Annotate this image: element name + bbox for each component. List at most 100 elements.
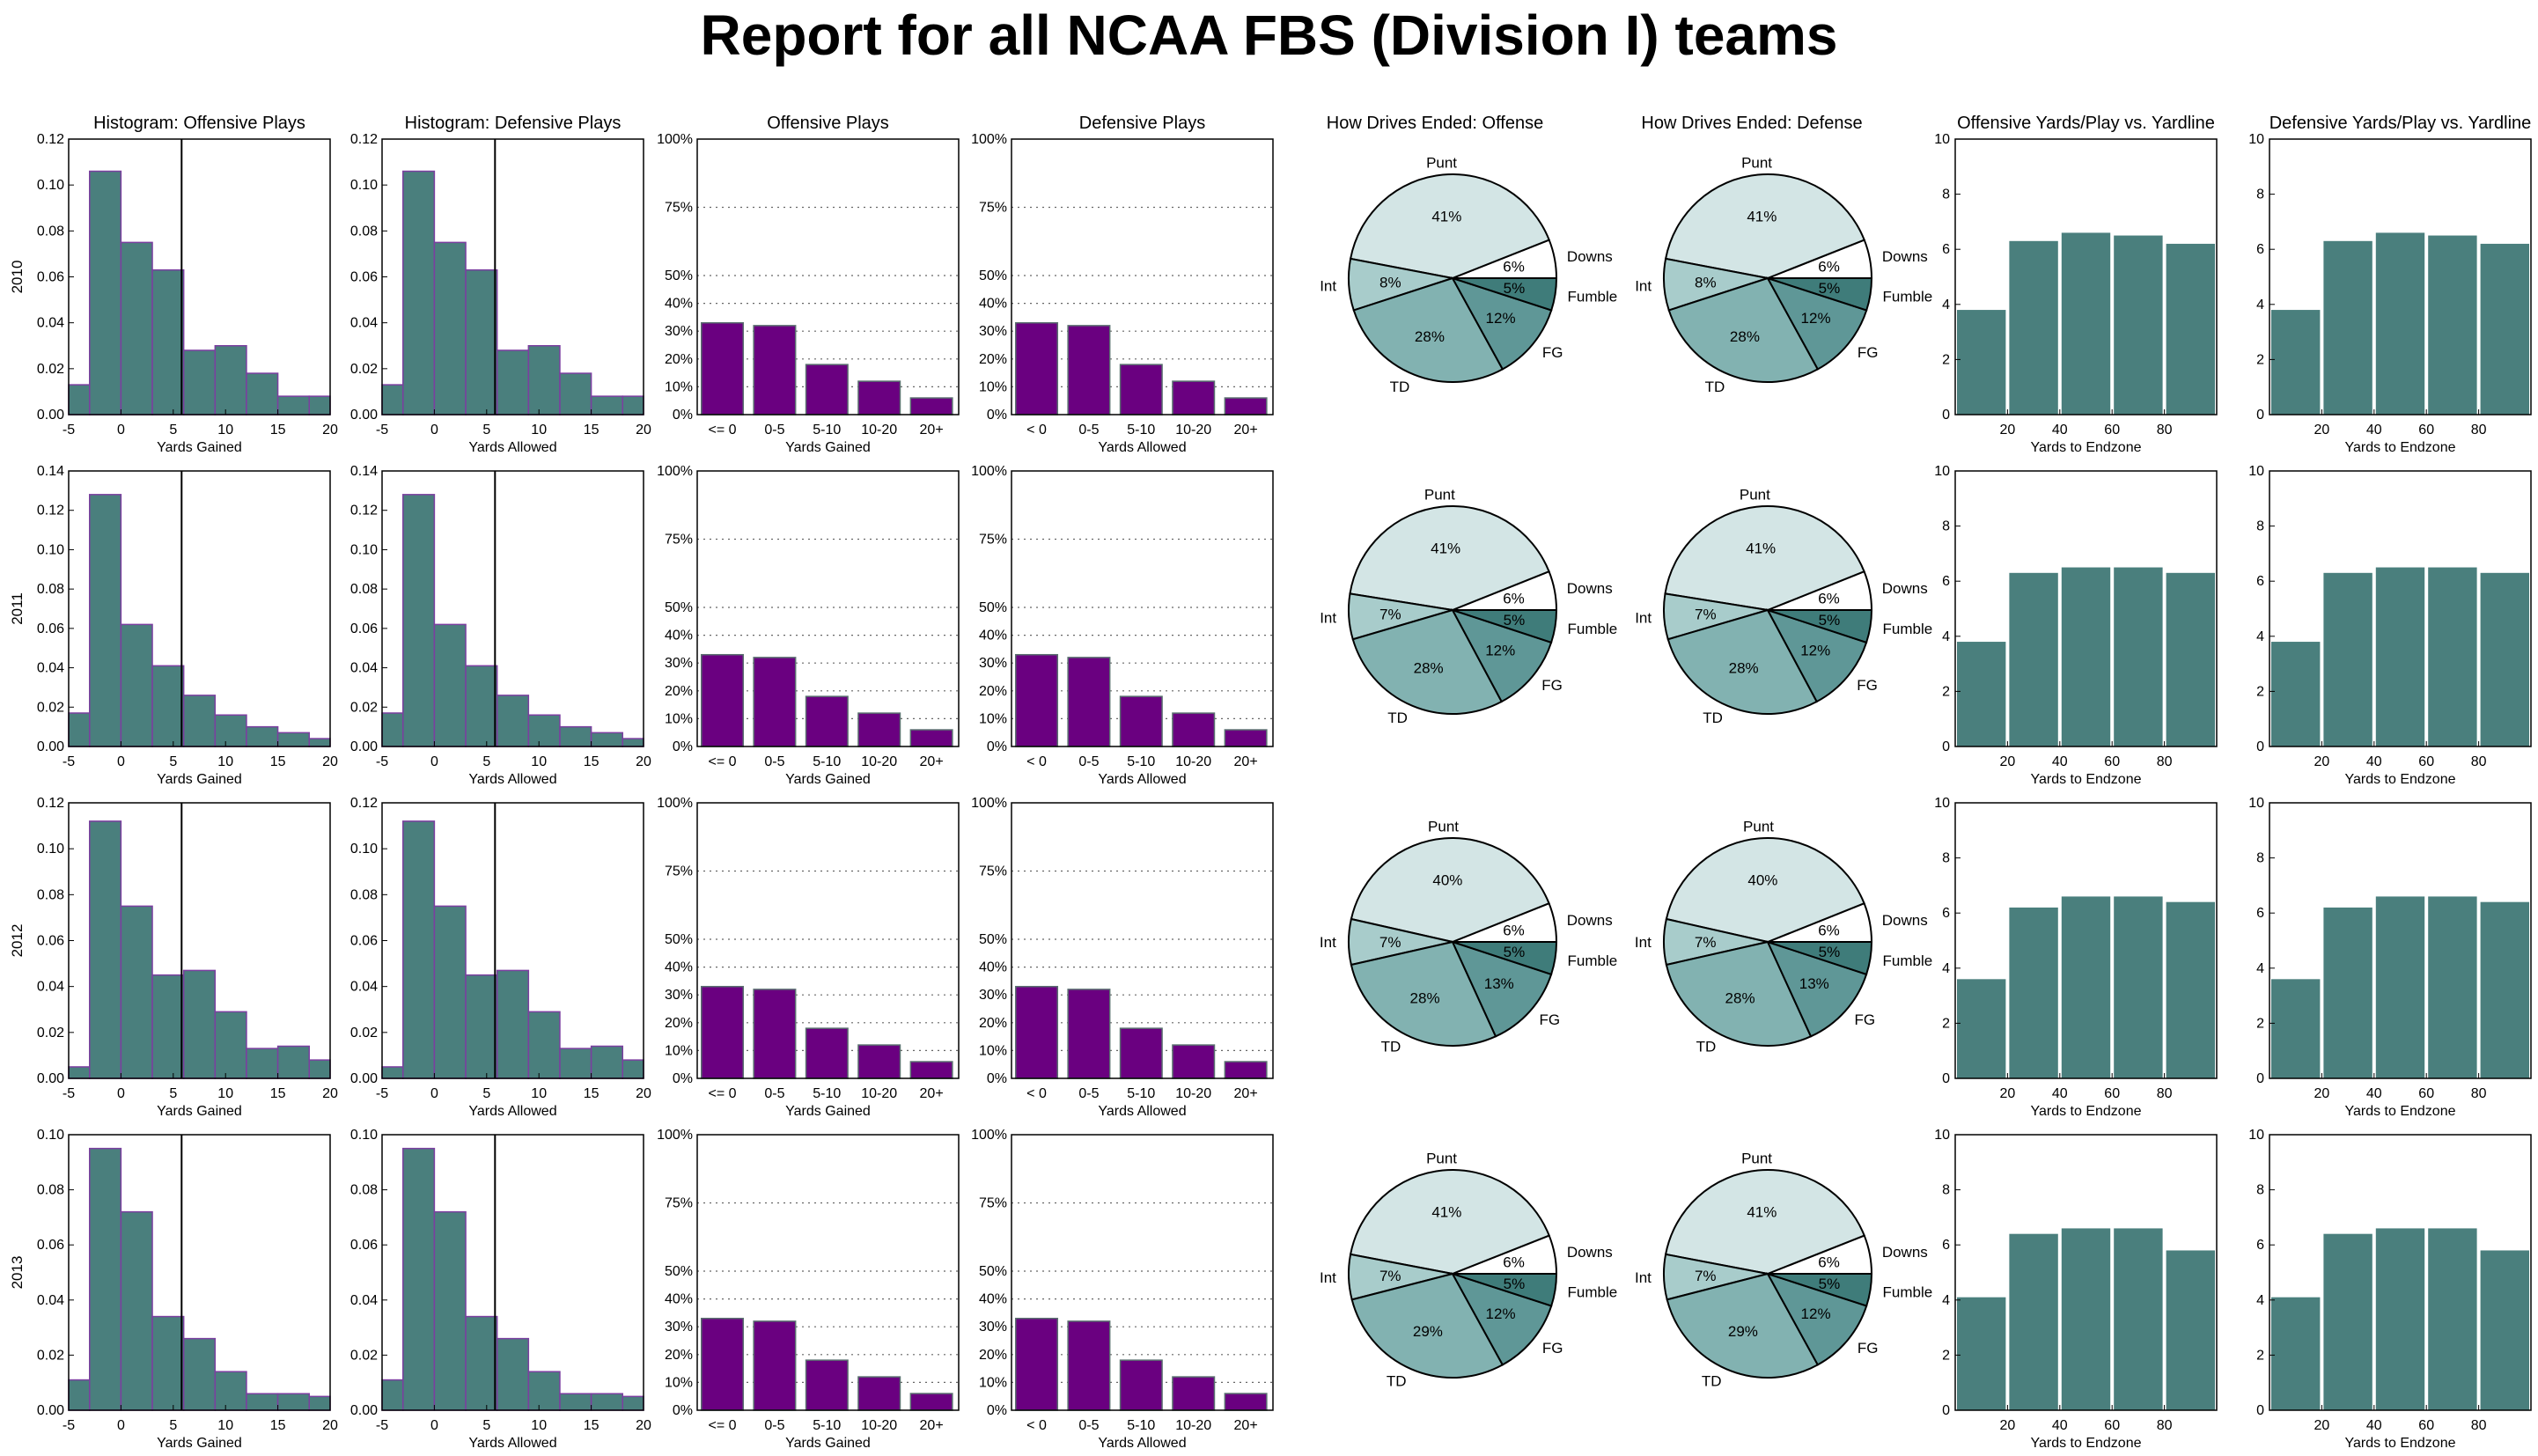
x-tick-label: 10-20 [861, 1086, 897, 1101]
y-tick-label: 40% [665, 1292, 693, 1307]
pie-category-label: Fumble [1568, 1284, 1618, 1301]
category-bar [1224, 1061, 1268, 1079]
x-tick-label: 5-10 [1127, 754, 1155, 769]
histogram-bar [182, 695, 217, 747]
y-tick-label: 20% [665, 1348, 693, 1363]
pie-percent-label: 41% [1747, 209, 1777, 225]
yards-per-play-bar [2166, 572, 2215, 746]
y-tick-label: 100% [971, 132, 1007, 147]
x-tick-label: 40 [2052, 754, 2068, 769]
pie-category-label: Fumble [1883, 289, 1933, 305]
x-tick-label: 0 [430, 423, 438, 438]
category-bar [805, 695, 849, 747]
y-tick-label: 0.00 [350, 739, 378, 754]
pie-percent-label: 41% [1431, 1204, 1461, 1221]
pie-percent-label: 28% [1729, 659, 1759, 676]
y-tick-label: 10% [665, 1375, 693, 1390]
category-frame [696, 138, 960, 415]
y-tick-label: 20% [665, 352, 693, 367]
pie-category-label: FG [1854, 1011, 1875, 1028]
pie-category-label: Fumble [1883, 621, 1933, 637]
y-tick-label: 40% [979, 1292, 1007, 1307]
pie-percent-label: 7% [1379, 606, 1401, 622]
x-tick-label: 40 [2052, 1418, 2068, 1433]
x-tick-label: 80 [2471, 1418, 2487, 1433]
column-title: Defensive Yards/Play vs. Yardline [2269, 114, 2532, 133]
x-tick-label: 5-10 [813, 754, 841, 769]
y-tick-label: 0 [1942, 408, 1950, 423]
y-tick-label: 40% [979, 960, 1007, 975]
page-title: Report for all NCAA FBS (Division I) tea… [700, 4, 1838, 67]
y-tick-label: 0.02 [37, 700, 64, 715]
category-bar [753, 325, 797, 415]
y-tick-label: 0.00 [37, 739, 64, 754]
x-tick-label: 0 [430, 754, 438, 769]
y-tick-label: 75% [979, 201, 1007, 216]
y-tick-label: 0.10 [350, 178, 378, 193]
x-axis-label: Yards to Endzone [2030, 1436, 2141, 1451]
y-tick-label: 0.12 [37, 132, 64, 147]
pie-percent-label: 7% [1695, 934, 1717, 951]
x-axis-label: Yards Gained [785, 440, 871, 455]
y-tick-label: 8 [1942, 851, 1950, 866]
pie-category-label: FG [1542, 344, 1563, 361]
histogram-bar [120, 623, 153, 747]
y-tick-label: 50% [979, 1264, 1007, 1279]
histogram-bar [308, 1395, 331, 1411]
y-tick-label: 20% [665, 684, 693, 699]
yards-per-play-bar [1957, 979, 2006, 1078]
category-bar [805, 1359, 849, 1411]
y-tick-label: 0% [987, 1071, 1007, 1086]
y-tick-label: 20% [665, 1016, 693, 1031]
histogram-bar [496, 349, 530, 415]
pie-category-label: TD [1703, 710, 1723, 726]
x-tick-label: 5 [169, 1086, 177, 1101]
yards-per-play-bar [2375, 1228, 2425, 1410]
x-axis-label: Yards to Endzone [2030, 1104, 2141, 1119]
category-bar [1119, 695, 1163, 747]
x-axis-label: Yards to Endzone [2344, 1104, 2455, 1119]
category-bar [1067, 325, 1111, 415]
row-year-label: 2010 [9, 261, 26, 294]
x-tick-label: -5 [376, 754, 388, 769]
pie-percent-label: 5% [1504, 944, 1526, 960]
column-title: How Drives Ended: Offense [1327, 114, 1543, 133]
histogram-bar [433, 623, 467, 747]
pie-category-label: Punt [1426, 1150, 1457, 1166]
histogram-bar [433, 905, 467, 1079]
x-tick-label: 10 [217, 1086, 233, 1101]
pie-percent-label: 6% [1503, 591, 1525, 607]
yards-per-play-bar [2428, 896, 2477, 1078]
yards-per-play-bar [2114, 235, 2163, 415]
y-tick-label: 10% [665, 711, 693, 726]
y-tick-label: 0.10 [350, 542, 378, 557]
pie-percent-label: 28% [1725, 989, 1755, 1006]
y-tick-label: 0 [1942, 739, 1950, 754]
y-tick-label: 0.08 [350, 224, 378, 239]
histogram-bar [214, 714, 247, 747]
y-tick-label: 50% [979, 600, 1007, 615]
y-tick-label: 10 [2248, 464, 2264, 479]
pie-percent-label: 5% [1819, 280, 1841, 297]
x-axis-label: Yards to Endzone [2030, 440, 2141, 455]
x-tick-label: <= 0 [708, 1086, 736, 1101]
yards-per-play-bar [2480, 1250, 2529, 1410]
y-tick-label: 4 [1942, 961, 1950, 976]
pie-category-label: TD [1705, 379, 1725, 395]
x-axis-label: Yards to Endzone [2344, 440, 2455, 455]
x-axis-label: Yards Allowed [468, 772, 556, 787]
yards-per-play-bar [2375, 567, 2425, 746]
histogram-bar [590, 732, 623, 747]
yards-per-play-bar [2009, 1233, 2058, 1410]
y-tick-label: 0.06 [37, 934, 64, 949]
y-tick-label: 30% [665, 656, 693, 671]
x-tick-label: 20 [2314, 754, 2330, 769]
x-tick-label: 80 [2471, 754, 2487, 769]
y-tick-label: 0.04 [37, 661, 64, 676]
y-tick-label: 50% [979, 932, 1007, 947]
y-tick-label: 6 [1942, 906, 1950, 921]
pie-percent-label: 5% [1819, 944, 1841, 960]
yards-per-play-bar [2480, 243, 2529, 415]
x-tick-label: 20 [322, 423, 338, 438]
category-bar [701, 321, 745, 415]
